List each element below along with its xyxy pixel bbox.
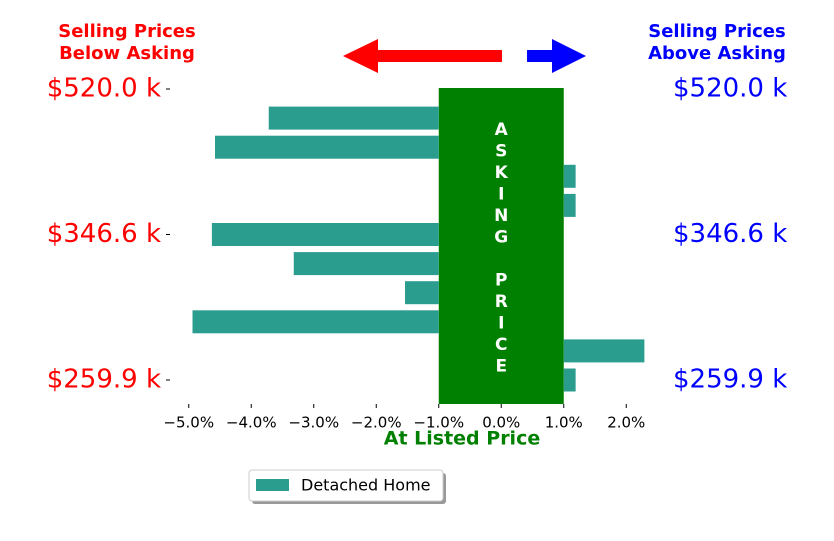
x-tick-label: −1.0%: [413, 414, 464, 432]
bar: [215, 135, 439, 159]
x-tick-label: −4.0%: [226, 414, 277, 432]
bar: [293, 252, 439, 276]
x-tick-label: −2.0%: [351, 414, 402, 432]
left-note: Selling Prices: [58, 21, 195, 42]
arrows: [343, 39, 586, 73]
y-tick-label-left: $259.9 k: [47, 365, 161, 395]
x-tick-label: −3.0%: [288, 414, 339, 432]
right-note: Above Asking: [648, 43, 786, 64]
legend: Detached Home: [248, 469, 446, 504]
x-axis-label: At Listed Price: [384, 428, 540, 450]
x-tick-label: 0.0%: [482, 414, 520, 432]
bar: [211, 223, 439, 246]
legend-swatch: [256, 479, 289, 491]
y-tick-label-left: $346.6 k: [47, 219, 161, 249]
left-arrow: [343, 39, 502, 73]
x-tick-label: −5.0%: [163, 414, 214, 432]
bar: [563, 164, 576, 188]
y-tick-label-right: $346.6 k: [673, 219, 787, 249]
y-tick-label-right: $259.9 k: [673, 365, 787, 395]
band-label: ASKING PRICE: [491, 120, 511, 378]
right-arrow: [527, 39, 586, 73]
bar: [563, 368, 576, 392]
legend-box: [248, 469, 444, 502]
bar: [563, 193, 576, 217]
x-tick-label: 1.0%: [545, 414, 583, 432]
bar: [563, 339, 645, 363]
bar: [268, 106, 439, 130]
y-tick-label-right: $520.0 k: [673, 74, 787, 104]
right-note: Selling Prices: [648, 21, 785, 42]
y-tick-label-left: $520.0 k: [47, 74, 161, 104]
legend-label: Detached Home: [301, 476, 431, 495]
asking-band: [438, 88, 564, 404]
left-note: Below Asking: [59, 43, 195, 64]
bar: [192, 310, 439, 334]
x-tick-label: 2.0%: [607, 414, 645, 432]
bar: [405, 281, 439, 305]
